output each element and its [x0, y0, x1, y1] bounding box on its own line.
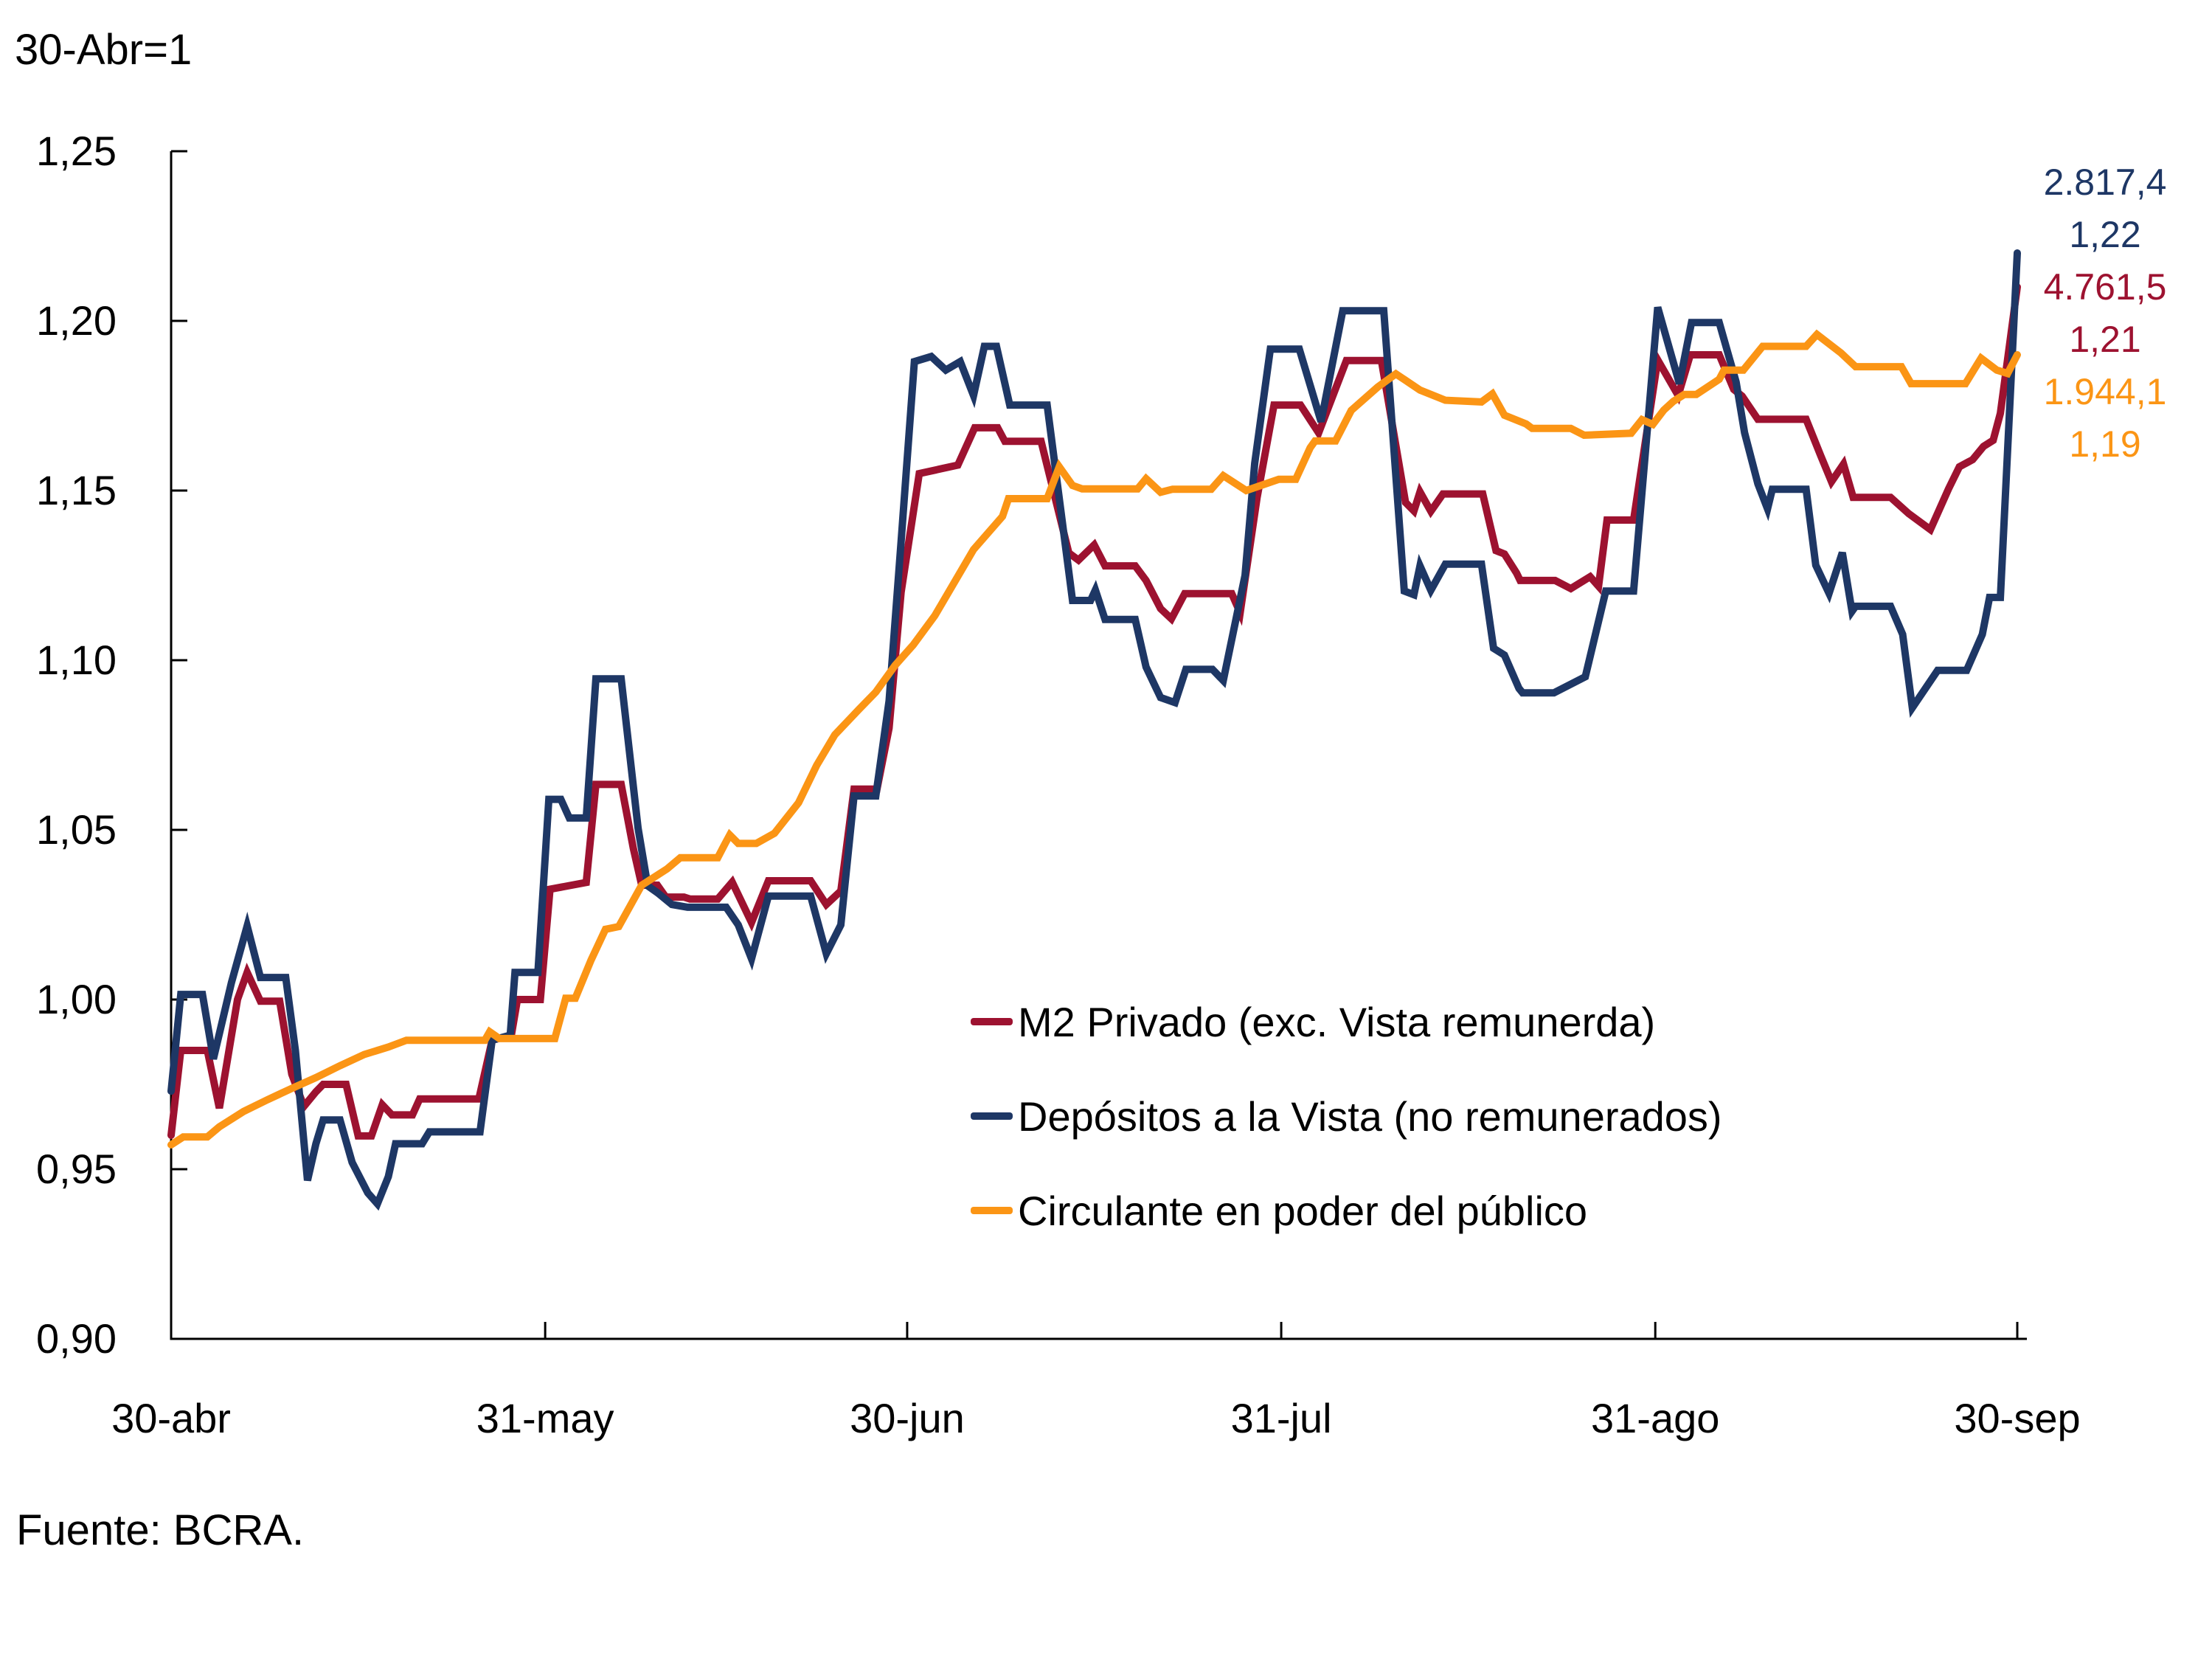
y-tick-label: 1,10 — [36, 637, 117, 683]
end-annotations: 2.817,4 1,22 4.761,5 1,21 1.944,1 1,19 — [2003, 156, 2207, 471]
y-tick-label: 1,20 — [36, 297, 117, 344]
annotation-value: 4.761,5 — [2043, 266, 2167, 308]
legend-swatch-depositos-vista — [971, 1112, 1013, 1120]
y-tick-label: 0,95 — [36, 1146, 117, 1192]
legend-item-circulante: Circulante en poder del público — [971, 1163, 1722, 1258]
legend: M2 Privado (exc. Vista remunerda) Depósi… — [971, 974, 1722, 1258]
series-line-circulante — [167, 329, 2021, 1149]
annotation-circulante: 1.944,1 1,19 — [2003, 366, 2207, 471]
annotation-value: 1.944,1 — [2043, 371, 2167, 412]
x-tick-label: 31-ago — [1591, 1395, 1719, 1441]
annotation-value: 2.817,4 — [2043, 162, 2167, 203]
y-tick-label: 1,05 — [36, 806, 117, 853]
legend-item-depositos-vista: Depósitos a la Vista (no remunerados) — [971, 1069, 1722, 1163]
legend-label-depositos-vista: Depósitos a la Vista (no remunerados) — [1018, 1092, 1722, 1140]
x-tick-label: 30-abr — [111, 1395, 231, 1441]
annotation-index: 1,21 — [2069, 319, 2141, 360]
x-tick-label: 31-jul — [1231, 1395, 1332, 1441]
annotation-index: 1,19 — [2069, 423, 2141, 465]
legend-label-m2-privado: M2 Privado (exc. Vista remunerda) — [1018, 998, 1656, 1045]
y-tick-label: 1,00 — [36, 976, 117, 1022]
x-tick-label: 30-sep — [1954, 1395, 2080, 1441]
annotation-index: 1,22 — [2069, 214, 2141, 255]
annotation-m2-privado: 4.761,5 1,21 — [2003, 261, 2207, 366]
index-note: 30-Abr=1 — [15, 26, 193, 74]
source-note: Fuente: BCRA. — [16, 1506, 305, 1554]
y-tick-label: 1,25 — [36, 128, 117, 174]
legend-item-m2-privado: M2 Privado (exc. Vista remunerda) — [971, 974, 1722, 1069]
legend-swatch-m2-privado — [971, 1018, 1013, 1025]
legend-swatch-circulante — [971, 1207, 1013, 1214]
x-tick-label: 30-jun — [850, 1395, 965, 1441]
legend-label-circulante: Circulante en poder del público — [1018, 1187, 1588, 1234]
y-tick-label: 1,15 — [36, 467, 117, 513]
series-line-depositos-vista — [167, 249, 2021, 1211]
x-tick-label: 31-may — [476, 1395, 614, 1441]
annotation-depositos-vista: 2.817,4 1,22 — [2003, 156, 2207, 261]
y-tick-label: 0,90 — [36, 1315, 117, 1362]
